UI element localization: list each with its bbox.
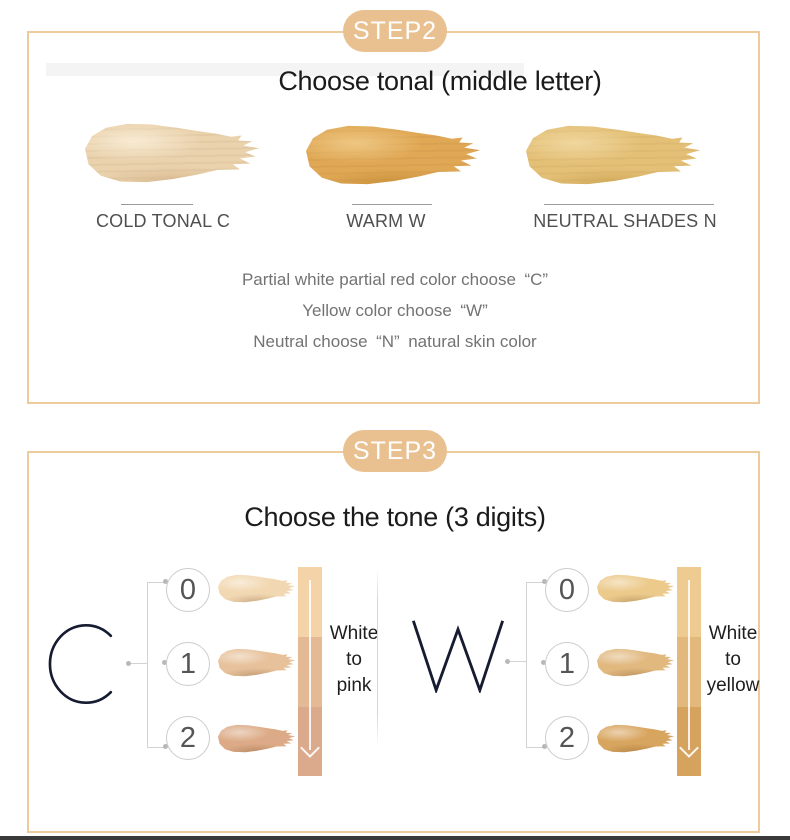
tone-digit: 0 [558, 573, 576, 606]
tone-circle-2: 2 [166, 716, 210, 760]
connector-dot [505, 659, 510, 664]
down-arrow-icon [309, 580, 311, 750]
step3-title: Choose the tone (3 digits) [244, 502, 546, 532]
letter-w-glyph [409, 617, 507, 698]
tone-digit: 1 [558, 647, 576, 680]
connector-line [147, 747, 165, 748]
tone-swatch-1 [218, 648, 296, 677]
connector-line [526, 582, 544, 583]
overlay-artifact-strip [46, 63, 524, 76]
tone-circle-2: 2 [545, 716, 589, 760]
connector-dot [541, 660, 546, 665]
connector-line [526, 747, 544, 748]
note-warm: Yellow color choose “W” [302, 301, 488, 320]
swatch-label-warm: WARM W [346, 211, 426, 231]
connector-line [147, 582, 165, 583]
gradient-bar-pink [298, 567, 322, 776]
group-divider-line [377, 568, 378, 746]
down-arrow-icon [688, 580, 690, 750]
caption-line: to [725, 649, 741, 670]
caption-line: to [346, 649, 362, 670]
connector-line [147, 582, 148, 748]
caption-line: White [329, 623, 379, 644]
step2-title: Choose tonal (middle letter) [278, 66, 602, 96]
label-rule-neutral [544, 204, 714, 205]
letter-c-glyph [40, 620, 120, 713]
connector-dot [542, 579, 547, 584]
step2-section-box [27, 31, 760, 404]
caption-line: yellow [706, 675, 760, 696]
caption-line: pink [336, 675, 372, 696]
step2-notes: Partial white partial red color choose “… [0, 264, 790, 357]
tone-group-warm: 0 1 2 White to yellow [409, 555, 761, 800]
bar-caption-yellow: White to yellow [701, 621, 765, 699]
tone-swatch-2 [597, 724, 675, 753]
tone-circle-0: 0 [545, 568, 589, 612]
step2-badge: STEP2 [343, 10, 447, 52]
connector-dot [163, 744, 168, 749]
tone-digit: 2 [179, 721, 197, 754]
label-rule-warm [352, 204, 432, 205]
gradient-bar-yellow [677, 567, 701, 776]
tone-circle-1: 1 [166, 642, 210, 686]
connector-line [131, 663, 148, 664]
note-cold: Partial white partial red color choose “… [241, 270, 549, 289]
tone-swatch-2 [218, 724, 296, 753]
connector-line [526, 582, 527, 748]
bar-caption-pink: White to pink [322, 621, 386, 699]
tone-digit: 2 [558, 721, 576, 754]
connector-dot [126, 661, 131, 666]
label-rule-cold [121, 204, 193, 205]
step3-badge: STEP3 [343, 430, 447, 472]
tone-digit: 1 [179, 647, 197, 680]
note-neutral: Neutral choose “N” natural skin color [253, 332, 537, 351]
swatch-label-cold: COLD TONAL C [95, 211, 231, 231]
tone-group-cold: 0 1 2 White to pink [30, 555, 382, 800]
page-bottom-divider [0, 836, 790, 840]
tone-digit: 0 [179, 573, 197, 606]
caption-line: White [708, 623, 758, 644]
connector-line [510, 661, 527, 662]
tone-circle-1: 1 [545, 642, 589, 686]
step3-section-box [27, 451, 760, 833]
connector-dot [163, 579, 168, 584]
tone-swatch-0 [597, 574, 675, 603]
connector-dot [162, 660, 167, 665]
swatch-label-neutral: NEUTRAL SHADES N [533, 211, 717, 231]
tone-circle-0: 0 [166, 568, 210, 612]
tone-swatch-1 [597, 648, 675, 677]
tone-swatch-0 [218, 574, 296, 603]
connector-dot [542, 744, 547, 749]
